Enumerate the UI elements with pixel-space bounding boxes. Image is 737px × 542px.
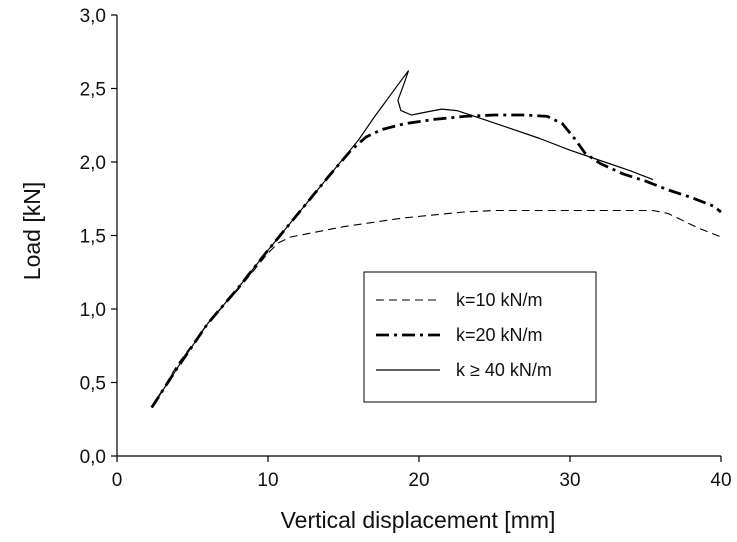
- series-line-2: [150, 113, 722, 409]
- y-axis-ticks: 0,0 0,5 1,0 1,5 2,0 2,5 3,0: [80, 6, 117, 468]
- x-tick-label: 10: [257, 470, 278, 491]
- x-axis-ticks: 0 10 20 30 40: [112, 456, 732, 491]
- y-tick-label: 2,0: [80, 153, 106, 174]
- y-tick-label: 0,0: [80, 447, 106, 468]
- y-tick-label: 0,5: [80, 374, 106, 395]
- legend-box: [363, 271, 597, 403]
- legend-label-2: k=20 kN/m: [456, 325, 543, 345]
- x-axis-title: Vertical displacement [mm]: [281, 507, 556, 533]
- y-axis-title: Load [kN]: [19, 182, 45, 280]
- x-tick-label: 0: [112, 470, 123, 491]
- legend-label-1: k=10 kN/m: [456, 290, 543, 310]
- x-tick-label: 40: [710, 470, 731, 491]
- y-tick-label: 1,5: [80, 227, 106, 248]
- legend: k=10 kN/m k=20 kN/m k ≥ 40 kN/m: [363, 271, 597, 403]
- series-layer: [150, 70, 722, 409]
- y-tick-label: 2,5: [80, 80, 106, 101]
- y-tick-label: 3,0: [80, 6, 106, 27]
- series-line-3: [151, 70, 654, 408]
- x-tick-label: 20: [408, 470, 429, 491]
- legend-label-3: k ≥ 40 kN/m: [456, 360, 552, 380]
- y-tick-label: 1,0: [80, 300, 106, 321]
- x-tick-label: 30: [559, 470, 580, 491]
- series-line-1: [151, 209, 722, 408]
